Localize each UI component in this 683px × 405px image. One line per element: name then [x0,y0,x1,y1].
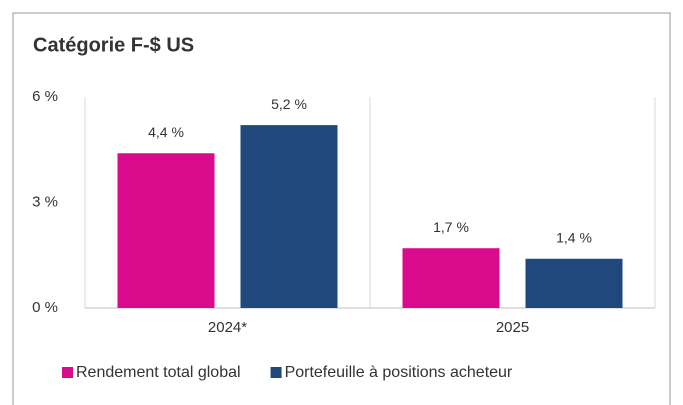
chart-title: Catégorie F-$ US [33,34,194,56]
y-tick-label: 6 % [32,88,58,105]
legend-swatch [62,367,73,378]
legend-label: Rendement total global [76,364,241,381]
bar [402,248,500,308]
x-tick-label: 2024* [208,319,247,336]
value-label: 1,4 % [556,229,592,245]
value-label: 5,2 % [271,96,307,112]
bar [117,153,215,308]
frame [12,12,671,405]
bar [240,125,338,308]
bar [525,258,623,308]
x-tick-label: 2025 [496,319,529,336]
legend-swatch [270,367,282,378]
value-label: 1,7 % [433,219,469,235]
value-label: 4,4 % [148,124,184,140]
y-tick-label: 0 % [32,299,58,316]
legend-label: Portefeuille à positions acheteur [285,364,513,381]
y-tick-label: 3 % [32,193,58,210]
